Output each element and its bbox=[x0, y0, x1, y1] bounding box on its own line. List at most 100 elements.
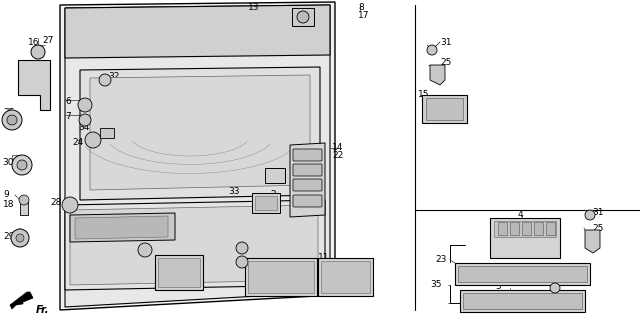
Text: 33: 33 bbox=[228, 187, 239, 196]
Circle shape bbox=[11, 229, 29, 247]
Circle shape bbox=[85, 132, 101, 148]
Polygon shape bbox=[75, 216, 168, 239]
Text: 1: 1 bbox=[268, 160, 274, 169]
Bar bbox=[458, 266, 587, 282]
Text: 34: 34 bbox=[232, 237, 243, 246]
Text: 25: 25 bbox=[440, 58, 451, 67]
FancyBboxPatch shape bbox=[293, 149, 322, 161]
Bar bbox=[460, 290, 585, 312]
Bar bbox=[463, 293, 582, 309]
Text: 24: 24 bbox=[72, 138, 83, 147]
Text: 34: 34 bbox=[203, 78, 214, 87]
Text: 30: 30 bbox=[2, 158, 13, 167]
Bar bbox=[255, 196, 277, 210]
Bar bbox=[245, 258, 317, 296]
Circle shape bbox=[31, 45, 45, 59]
Circle shape bbox=[12, 155, 32, 175]
Polygon shape bbox=[70, 213, 175, 242]
Text: 23: 23 bbox=[435, 255, 446, 264]
Bar bbox=[252, 193, 280, 213]
Polygon shape bbox=[70, 205, 318, 285]
Text: 22: 22 bbox=[332, 151, 343, 160]
Text: 35: 35 bbox=[430, 280, 442, 289]
Text: Fr.: Fr. bbox=[36, 305, 50, 315]
Text: 5: 5 bbox=[495, 282, 500, 291]
Bar bbox=[498, 222, 507, 235]
Bar bbox=[422, 95, 467, 123]
Polygon shape bbox=[10, 292, 33, 309]
Circle shape bbox=[79, 114, 91, 126]
Bar bbox=[318, 258, 373, 296]
Bar bbox=[155, 255, 203, 290]
Circle shape bbox=[236, 242, 248, 254]
Polygon shape bbox=[290, 143, 325, 217]
Text: 16: 16 bbox=[28, 38, 40, 47]
Circle shape bbox=[78, 98, 92, 112]
Text: 20: 20 bbox=[318, 261, 330, 270]
Circle shape bbox=[427, 45, 437, 55]
Text: 26: 26 bbox=[3, 108, 14, 117]
Bar bbox=[321, 261, 370, 293]
Text: 9: 9 bbox=[3, 190, 9, 199]
Text: 31: 31 bbox=[592, 208, 604, 217]
Polygon shape bbox=[18, 60, 50, 110]
Circle shape bbox=[7, 115, 17, 125]
Bar bbox=[455, 263, 590, 285]
Text: 4: 4 bbox=[518, 210, 524, 219]
FancyBboxPatch shape bbox=[293, 179, 322, 191]
Text: 27: 27 bbox=[42, 36, 53, 45]
Text: 19: 19 bbox=[125, 261, 136, 270]
Circle shape bbox=[550, 283, 560, 293]
Bar bbox=[510, 222, 519, 235]
Polygon shape bbox=[585, 230, 600, 253]
Bar bbox=[546, 222, 555, 235]
Text: 3: 3 bbox=[260, 198, 266, 207]
Circle shape bbox=[62, 197, 78, 213]
FancyBboxPatch shape bbox=[293, 195, 322, 207]
Text: 34: 34 bbox=[232, 252, 243, 261]
Circle shape bbox=[585, 210, 595, 220]
Circle shape bbox=[236, 256, 248, 268]
FancyBboxPatch shape bbox=[293, 164, 322, 176]
Circle shape bbox=[19, 195, 29, 205]
Text: 2: 2 bbox=[270, 190, 276, 199]
Text: 17: 17 bbox=[358, 11, 369, 20]
Circle shape bbox=[16, 234, 24, 242]
Text: 18: 18 bbox=[3, 200, 15, 209]
Polygon shape bbox=[430, 65, 445, 85]
Bar bbox=[265, 168, 285, 183]
Bar bbox=[534, 222, 543, 235]
Bar bbox=[158, 258, 200, 287]
Polygon shape bbox=[60, 2, 335, 310]
Bar bbox=[248, 261, 314, 293]
Bar bbox=[20, 200, 28, 215]
Circle shape bbox=[99, 74, 111, 86]
Polygon shape bbox=[90, 75, 310, 190]
Circle shape bbox=[297, 11, 309, 23]
Bar bbox=[522, 222, 531, 235]
Text: 25: 25 bbox=[592, 224, 604, 233]
Circle shape bbox=[17, 160, 27, 170]
Text: 6: 6 bbox=[65, 97, 71, 106]
Text: 28: 28 bbox=[50, 198, 61, 207]
Polygon shape bbox=[65, 5, 330, 307]
Text: 29: 29 bbox=[3, 232, 14, 241]
Polygon shape bbox=[80, 67, 320, 200]
Text: 24: 24 bbox=[136, 240, 147, 249]
Text: 12: 12 bbox=[225, 263, 236, 272]
Text: 13: 13 bbox=[248, 3, 259, 12]
Text: 32: 32 bbox=[108, 72, 120, 81]
Bar bbox=[100, 128, 114, 138]
Circle shape bbox=[2, 110, 22, 130]
Text: 11: 11 bbox=[318, 253, 330, 262]
Bar bbox=[490, 218, 560, 258]
Text: 31: 31 bbox=[440, 38, 451, 47]
Text: 10: 10 bbox=[125, 253, 136, 262]
Text: 21: 21 bbox=[225, 271, 236, 280]
Text: 7: 7 bbox=[65, 112, 71, 121]
Text: 15: 15 bbox=[418, 90, 429, 99]
Text: 14: 14 bbox=[332, 143, 344, 152]
Polygon shape bbox=[65, 5, 330, 58]
Polygon shape bbox=[65, 200, 325, 290]
Bar bbox=[494, 221, 556, 237]
